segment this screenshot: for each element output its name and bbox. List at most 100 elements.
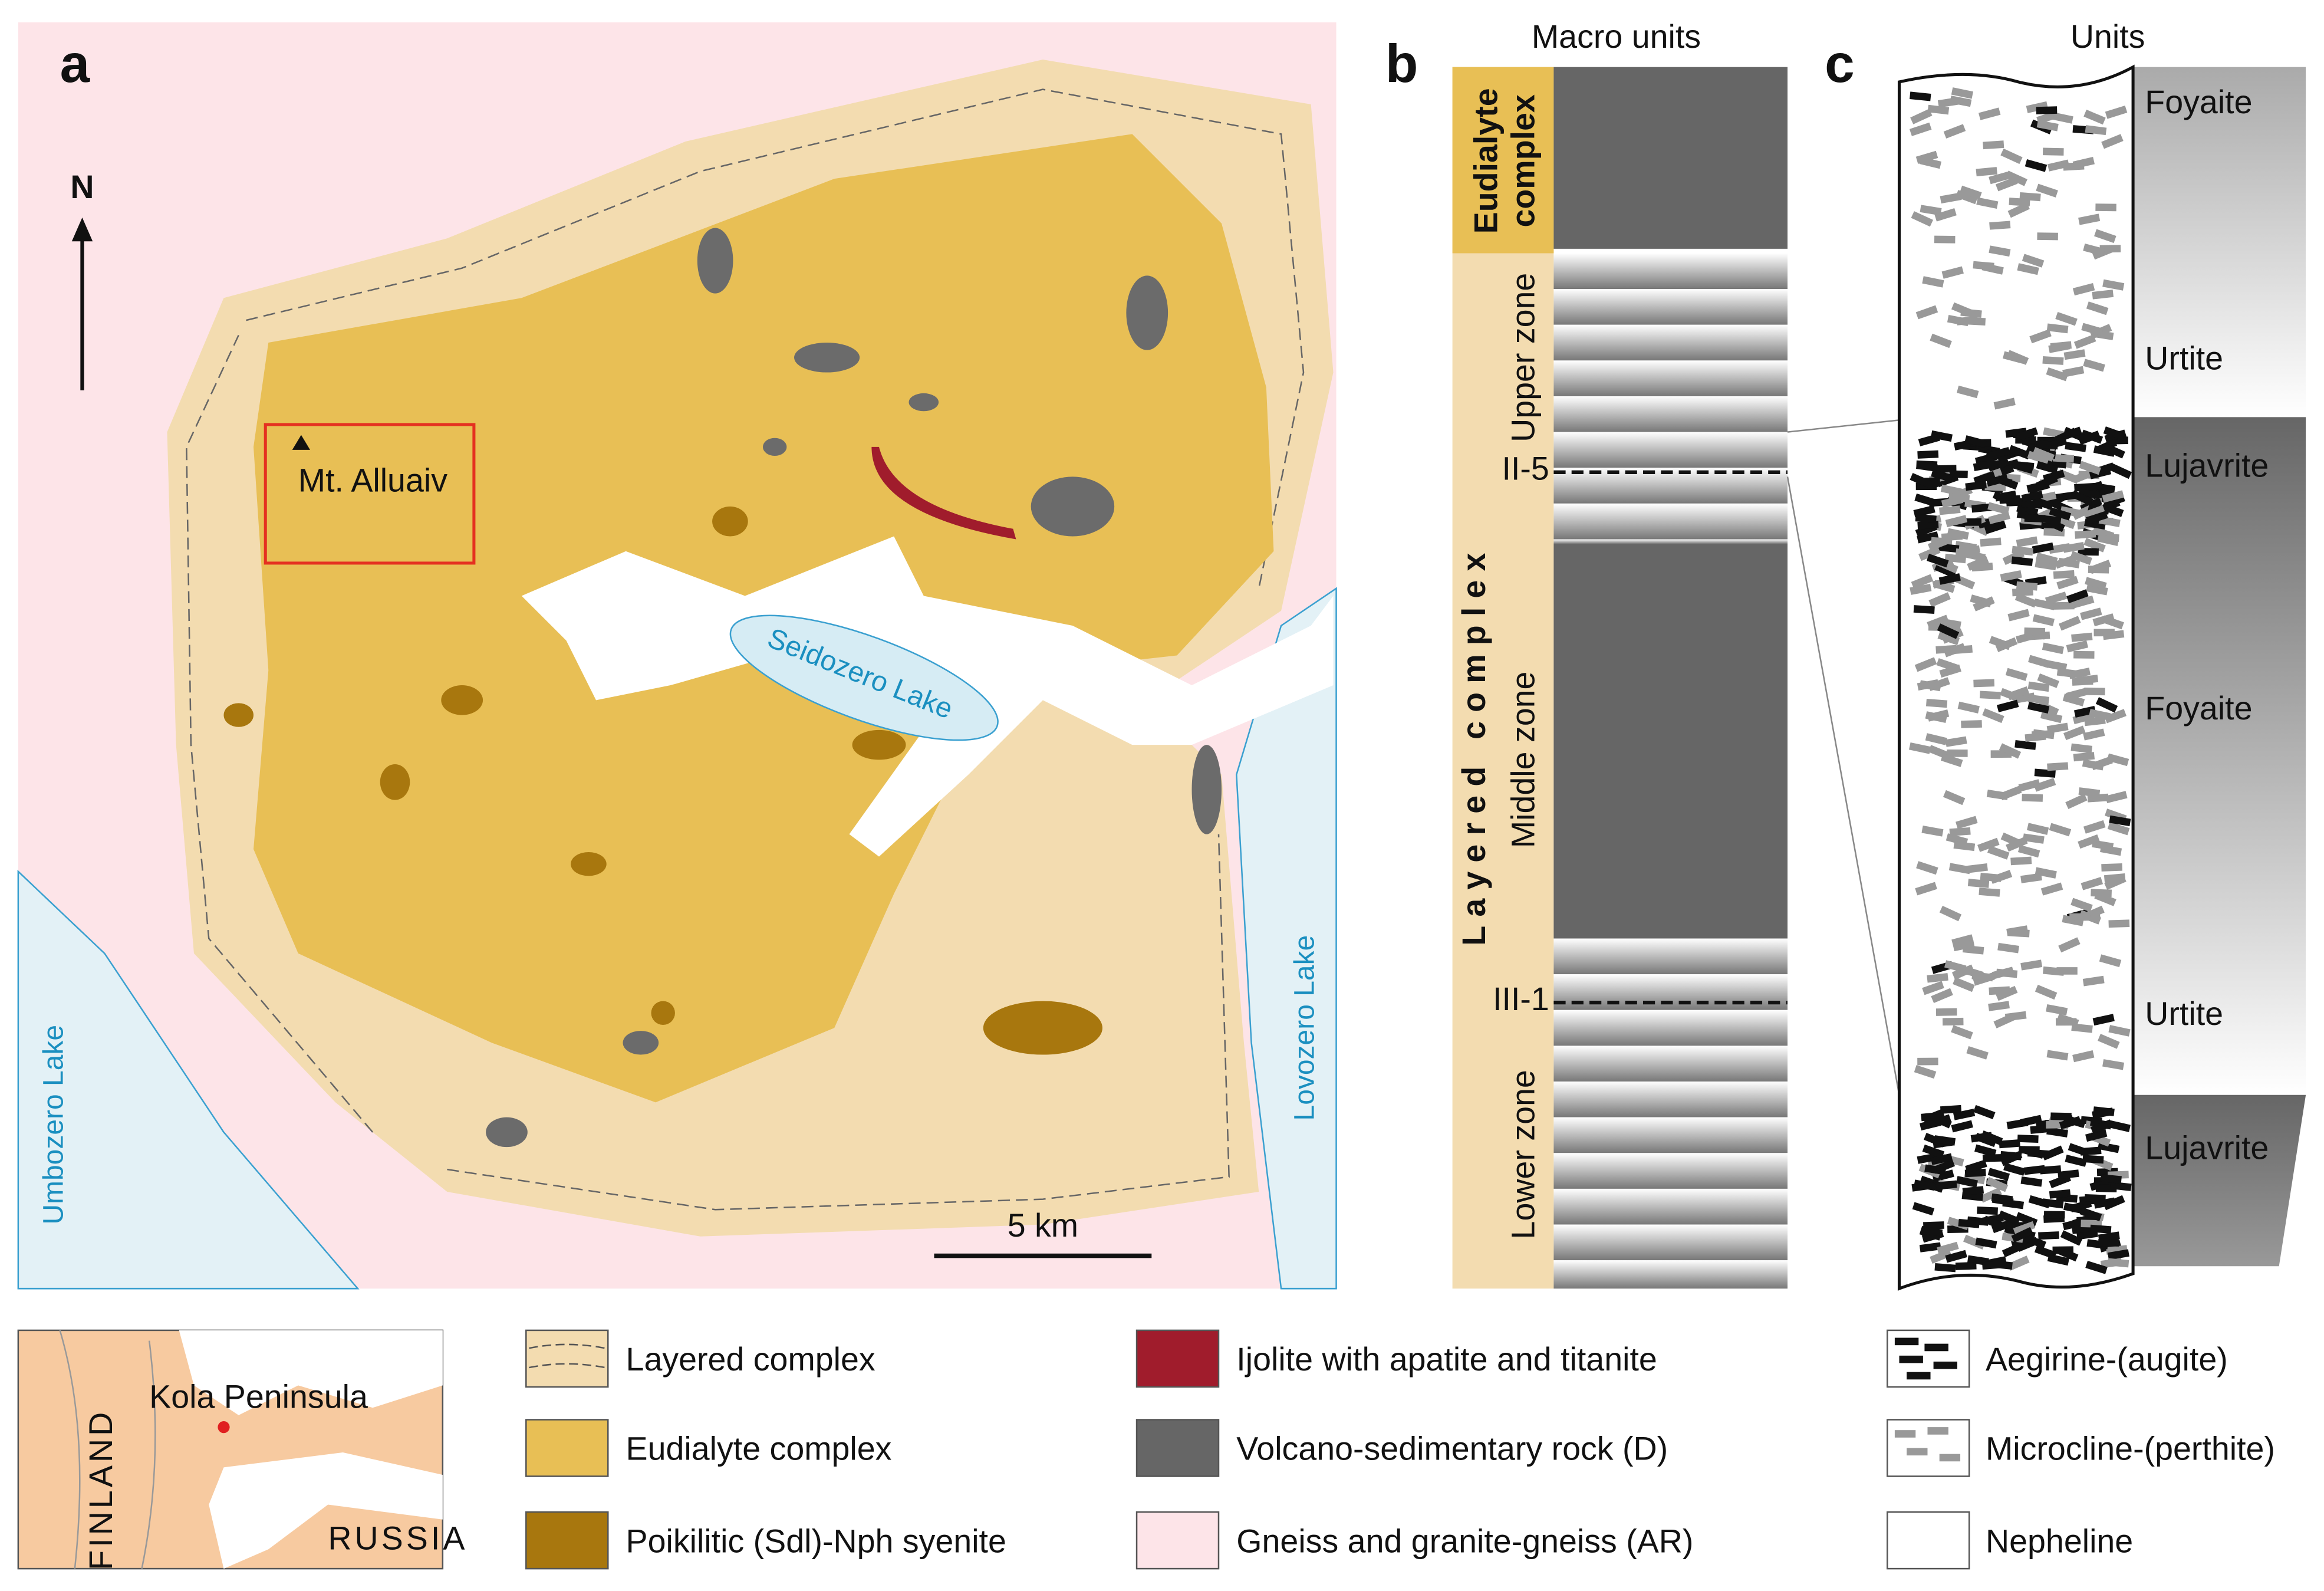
grain (1925, 711, 1947, 724)
grain (2007, 686, 2030, 701)
legend-label: Gneiss and granite-gneiss (AR) (1236, 1523, 1693, 1559)
grain (2007, 202, 2030, 218)
legend-label: Ijolite with apatite and titanite (1236, 1341, 1657, 1378)
grain (2101, 863, 2123, 872)
grain (1917, 450, 1939, 459)
grain (1917, 1152, 1939, 1164)
grain (1981, 1260, 2004, 1270)
grain (2080, 607, 2102, 620)
grain (2010, 856, 2032, 866)
grain (2090, 1119, 2113, 1135)
grain (1966, 1046, 1989, 1060)
connector (1787, 419, 1900, 433)
unit-column: c Units Foyaite Urtite Lujavrite Foyaite… (1825, 18, 2306, 1291)
grain (2081, 877, 2104, 890)
grain (1967, 879, 1990, 888)
grain (1934, 563, 1957, 578)
unit-shade (2133, 417, 2306, 1095)
grain (2045, 660, 2068, 672)
grain (2021, 491, 2043, 502)
grain (2085, 125, 2107, 136)
grain (1934, 235, 1956, 244)
stripes (1553, 253, 1788, 1289)
grain (2032, 730, 2053, 739)
grain (1935, 1008, 1957, 1016)
grain (2108, 1120, 2131, 1132)
stripe (1553, 1082, 1788, 1117)
grain (1934, 1263, 1956, 1273)
grain (1961, 720, 1982, 728)
grain (2056, 576, 2079, 590)
grain (2065, 442, 2087, 452)
boundary-label: III-1 (1493, 981, 1549, 1017)
grain (2072, 1050, 2095, 1063)
grain (1982, 1153, 2004, 1162)
grain (1945, 736, 1967, 747)
grain (2024, 627, 2046, 636)
stripe (1553, 1224, 1788, 1261)
grain (2072, 157, 2095, 169)
grain (1916, 861, 1938, 875)
grain (1942, 1017, 1964, 1026)
grain (2027, 702, 2050, 714)
grain (1930, 430, 1953, 442)
grain (1945, 1250, 1967, 1263)
grain (2073, 334, 2096, 349)
grain (1920, 205, 1942, 216)
grain (1909, 122, 1932, 136)
grain (2105, 791, 2128, 804)
grain (1915, 305, 1938, 320)
place-label: Mt. Alluaiv (298, 462, 447, 499)
grain (2102, 615, 2124, 630)
grain (2097, 534, 2119, 547)
grain (1962, 945, 1984, 955)
grain (2022, 254, 2045, 268)
grain (2047, 159, 2070, 172)
grain (1980, 1130, 2003, 1146)
study-area (264, 423, 476, 565)
grain (1958, 1218, 1980, 1228)
seidozero (729, 614, 999, 741)
grain (1971, 563, 1993, 572)
grain (2076, 675, 2099, 685)
grain (2058, 1169, 2079, 1179)
swatch (525, 1511, 609, 1570)
grain (2058, 616, 2081, 631)
grain (2082, 975, 2105, 987)
grain (1908, 742, 1931, 754)
grain (2032, 542, 2054, 554)
grain (2000, 1150, 2022, 1161)
grain (1937, 97, 1960, 108)
grain (1914, 1065, 1937, 1079)
grain (2040, 711, 2063, 724)
grain (1938, 505, 1961, 515)
grain (1988, 511, 2010, 524)
grain (2020, 873, 2042, 883)
grain (1956, 816, 1978, 829)
grain (1988, 447, 2010, 460)
grain (1943, 124, 1966, 139)
grain (2059, 1116, 2082, 1130)
stripe (1553, 289, 1788, 325)
grain (2020, 1176, 2043, 1187)
grain (2060, 1230, 2083, 1246)
grain (1931, 469, 1953, 482)
grain (2008, 445, 2031, 460)
grain (1940, 753, 1963, 767)
grain (2110, 1181, 2132, 1191)
swatch-pattern (529, 1343, 605, 1369)
grain (2056, 1246, 2079, 1262)
legend-label: Poikilitic (Sdl)-Nph syenite (626, 1523, 1006, 1559)
grain (1927, 104, 1950, 115)
grain (2070, 743, 2093, 754)
grain (1947, 528, 1969, 540)
grain (2014, 740, 2036, 750)
grain (1989, 221, 2011, 230)
grain (1978, 107, 2001, 120)
grain (1948, 493, 1970, 503)
grain (1917, 1057, 1938, 1066)
stripe (1553, 1153, 1788, 1189)
grain (2058, 937, 2081, 953)
stripe (1553, 253, 1788, 290)
grain (1934, 1135, 1956, 1146)
